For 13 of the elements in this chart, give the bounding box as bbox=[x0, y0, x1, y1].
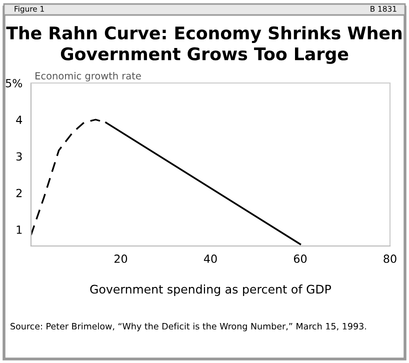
chart-title: The Rahn Curve: Economy Shrinks When Government Grows Too Large bbox=[6, 26, 402, 64]
x-tick-label: 80 bbox=[384, 254, 396, 263]
y-tick-label: 3 bbox=[16, 152, 22, 161]
y-tick-label: 2 bbox=[16, 188, 22, 198]
y-tick-label: 1 bbox=[16, 226, 22, 234]
x-tick-label: 40 bbox=[204, 254, 217, 263]
y-tick-label: 5% bbox=[6, 78, 22, 88]
x-axis-title: Government spending as percent of GDP bbox=[90, 284, 332, 296]
source-note: Source: Peter Brimelow, “Why the Deficit is the Wrong Number,” March 15, 1993. bbox=[10, 322, 366, 332]
x-tick-label: 60 bbox=[294, 254, 307, 263]
y-axis-title: Economic growth rate bbox=[36, 72, 141, 82]
y-tick-label: 4 bbox=[16, 116, 22, 124]
x-tick-label: 20 bbox=[114, 254, 128, 263]
